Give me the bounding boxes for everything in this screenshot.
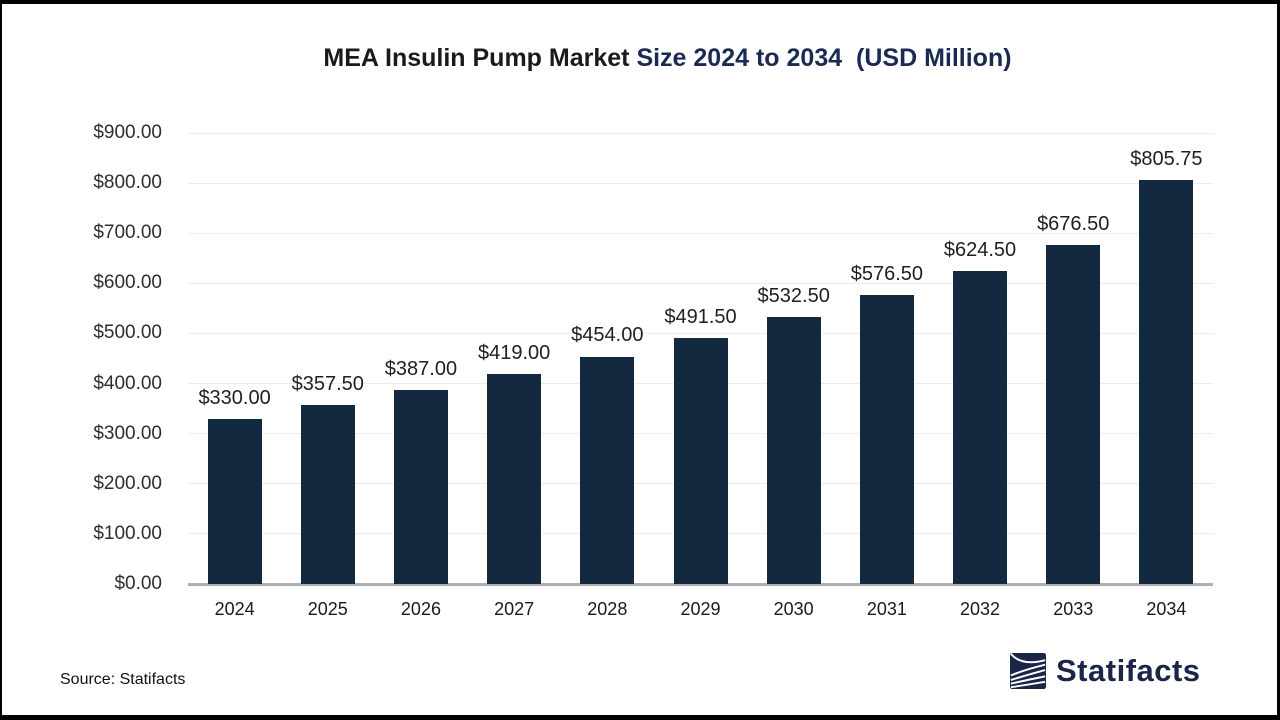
y-axis-tick-label: $400.00 (93, 372, 162, 394)
bar-2027 (487, 374, 542, 584)
x-axis-tick-label: 2026 (400, 599, 441, 619)
chart-title-primary: MEA Insulin Pump Market (323, 44, 637, 72)
x-axis-tick-label: 2031 (866, 599, 907, 619)
gridline (188, 232, 1213, 234)
x-axis-tick-label: 2030 (773, 599, 814, 619)
bar-2025 (300, 404, 355, 584)
chart-title: MEA Insulin Pump Market Size 2024 to 203… (2, 44, 1277, 73)
bar-value-label: $387.00 (384, 358, 458, 381)
x-axis-tick-label: 2032 (960, 599, 1001, 619)
bar-2024 (207, 418, 262, 584)
y-axis-tick-label: $800.00 (93, 172, 162, 194)
bar-value-label: $576.50 (850, 263, 923, 286)
bar-2031 (859, 295, 914, 584)
chart-title-accent: Size 2024 to 2034 (USD Million) (636, 44, 1012, 72)
gridline (188, 132, 1213, 134)
bar-2028 (580, 356, 635, 584)
y-axis-tick-label: $300.00 (93, 422, 162, 444)
x-axis-tick-label: 2028 (587, 599, 628, 619)
y-axis-tick-label: $500.00 (93, 322, 162, 344)
gridline (188, 182, 1213, 184)
bar-2033 (1046, 245, 1101, 584)
x-axis-tick-label: 2033 (1053, 599, 1094, 619)
bar-2030 (766, 317, 821, 584)
y-axis-tick-label: $100.00 (93, 522, 162, 544)
x-axis-tick-label: 2034 (1146, 599, 1187, 619)
y-axis-tick-label: $700.00 (93, 222, 162, 244)
bar-value-label: $454.00 (571, 324, 644, 347)
x-axis-tick-label: 2029 (680, 599, 721, 619)
bar-value-label: $676.50 (1037, 212, 1110, 235)
bar-2026 (393, 390, 448, 584)
bar-value-label: $491.50 (664, 305, 737, 328)
bar-value-label: $330.00 (198, 386, 271, 409)
y-axis-tick-label: $600.00 (93, 272, 162, 294)
bar-value-label: $357.50 (291, 372, 364, 395)
x-axis-tick-label: 2025 (307, 599, 348, 619)
bar-chart-plot-area: $330.00 2024 $357.50 2025 $387.00 2026 $419.00… (188, 132, 1213, 619)
y-axis-tick-label: $200.00 (93, 472, 162, 494)
bar-2034 (1139, 180, 1194, 584)
bar-value-label: $532.50 (757, 285, 830, 308)
gridline (188, 282, 1213, 284)
source-text: Source: Statifacts (60, 671, 186, 688)
x-axis-tick-label: 2027 (494, 599, 535, 619)
bar-value-label: $624.50 (943, 239, 1017, 262)
bar-value-label: $419.00 (477, 342, 551, 365)
y-axis-tick-label: $0.00 (114, 573, 162, 594)
bar-2029 (673, 337, 728, 584)
statifacts-logo: Statifacts (1009, 652, 1201, 690)
y-axis-tick-label: $900.00 (93, 122, 162, 143)
logo-text: Statifacts (1056, 653, 1201, 688)
bar-2032 (953, 271, 1008, 584)
gridline (188, 332, 1213, 334)
x-axis-baseline (188, 583, 1213, 586)
x-axis-tick-label: 2024 (214, 599, 255, 619)
logo-waves-icon (1010, 653, 1046, 689)
bar-value-label: $805.75 (1130, 148, 1203, 171)
